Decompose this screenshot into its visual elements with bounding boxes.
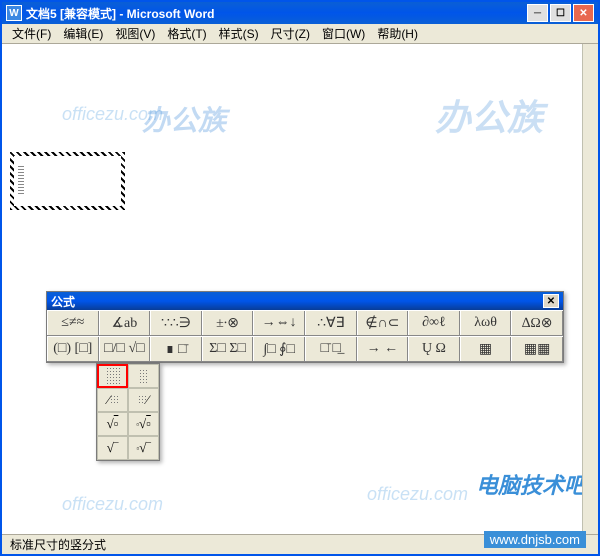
footer-url: www.dnjsb.com [484,531,586,548]
eq-greek-lower[interactable]: λωθ [460,311,512,335]
eq-summation[interactable]: Σ□ Σ□ [202,337,254,361]
watermark: 办公族 [142,99,226,139]
eq-operators[interactable]: ±∙⊗ [202,311,254,335]
eq-logical[interactable]: ∴∀∃ [305,311,357,335]
watermark: officezu.com [62,494,163,515]
menu-format[interactable]: 格式(T) [161,23,212,44]
menu-edit[interactable]: 编辑(E) [57,23,109,44]
minimize-button[interactable]: ─ [527,4,548,22]
nth-root-long[interactable]: ▫√‾ [128,436,159,460]
menu-view[interactable]: 视图(V) [109,23,161,44]
eq-fences[interactable]: (□) [□] [47,337,99,361]
watermark: 办公族 [435,89,543,141]
fraction-slash[interactable]: ⁄ [97,388,128,412]
eq-relational[interactable]: ≤≠≈ [47,311,99,335]
eq-greek-upper[interactable]: ∆Ω⊗ [511,311,563,335]
eq-products[interactable]: Ų Ω [408,337,460,361]
app-icon: W [6,5,22,21]
equation-row-1: ≤≠≈ ∡ab ∵∴∋ ±∙⊗ →⇔↓ ∴∀∃ ∉∩⊂ ∂∞ℓ λωθ ∆Ω⊗ [47,310,563,336]
document-area[interactable]: officezu.com 办公族 办公族 officezu.com office… [2,44,598,524]
vertical-scrollbar[interactable] [582,44,598,534]
menu-file[interactable]: 文件(F) [6,23,57,44]
eq-fractions[interactable]: □/□ √□ [99,337,151,361]
menu-help[interactable]: 帮助(H) [371,23,424,44]
eq-matrix[interactable]: ▦ [460,337,512,361]
equation-row-2: (□) [□] □/□ √□ ∎ □̄ Σ□ Σ□ ∫□ ∮□ □̄ □̲ → … [47,336,563,362]
equation-object[interactable] [10,152,125,210]
menubar: 文件(F) 编辑(E) 视图(V) 格式(T) 样式(S) 尺寸(Z) 窗口(W… [2,24,598,44]
fraction-slash-2[interactable]: ⁄ [128,388,159,412]
maximize-button[interactable]: ☐ [550,4,571,22]
sqrt-long[interactable]: √‾ [97,436,128,460]
close-button[interactable]: ✕ [573,4,594,22]
equation-toolbar-label: 公式 [51,293,75,310]
footer-brand: 电脑技术吧 [476,468,586,500]
eq-embellish[interactable]: ∵∴∋ [150,311,202,335]
eq-integral[interactable]: ∫□ ∮□ [253,337,305,361]
menu-window[interactable]: 窗口(W) [316,23,371,44]
titlebar: W 文档5 [兼容模式] - Microsoft Word ─ ☐ ✕ [2,2,598,24]
sqrt[interactable]: √▫ [97,412,128,436]
window-controls: ─ ☐ ✕ [527,4,594,22]
equation-content[interactable] [14,156,121,206]
menu-style[interactable]: 样式(S) [213,23,265,44]
eq-labeled-arrow[interactable]: → ← [357,337,409,361]
status-text: 标准尺寸的竖分式 [10,536,106,553]
nth-root[interactable]: ▫√▫ [128,412,159,436]
eq-spaces[interactable]: ∡ab [99,311,151,335]
window-title: 文档5 [兼容模式] - Microsoft Word [26,5,527,22]
eq-subscript[interactable]: ∎ □̄ [150,337,202,361]
watermark: officezu.com [367,484,468,505]
equation-toolbar-title[interactable]: 公式 ✕ [47,292,563,310]
eq-overbar[interactable]: □̄ □̲ [305,337,357,361]
menu-size[interactable]: 尺寸(Z) [265,23,316,44]
equation-toolbar-close[interactable]: ✕ [543,294,559,308]
eq-set-theory[interactable]: ∉∩⊂ [357,311,409,335]
fraction-dropdown: ⁄ ⁄ √▫ ▫√▫ √‾ ▫√‾ [96,363,160,461]
equation-toolbar: 公式 ✕ ≤≠≈ ∡ab ∵∴∋ ±∙⊗ →⇔↓ ∴∀∃ ∉∩⊂ ∂∞ℓ λωθ… [46,291,564,363]
watermark: officezu.com [62,104,163,125]
eq-arrows[interactable]: →⇔↓ [253,311,305,335]
fraction-vertical[interactable] [97,364,128,388]
main-window: W 文档5 [兼容模式] - Microsoft Word ─ ☐ ✕ 文件(F… [0,0,600,556]
eq-misc[interactable]: ∂∞ℓ [408,311,460,335]
eq-boxes[interactable]: ▦▦ [511,337,563,361]
fraction-small[interactable] [128,364,159,388]
